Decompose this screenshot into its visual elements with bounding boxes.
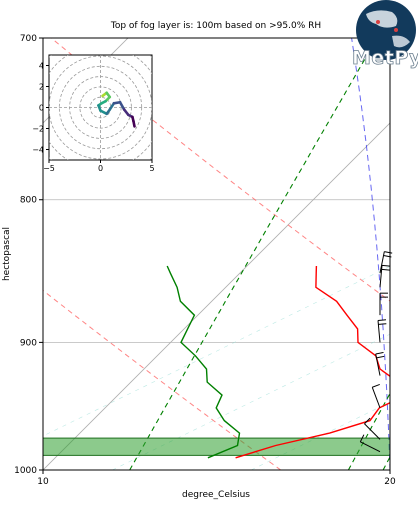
hodograph-segment (132, 119, 136, 128)
hodograph-y-tick: 2 (39, 83, 44, 92)
dewpoint-profile (166, 265, 241, 459)
reference-line (251, 401, 390, 470)
wind-barb (375, 351, 385, 376)
dry-adiabat-line (364, 38, 390, 59)
reference-line (43, 265, 390, 437)
wind-barb (359, 434, 381, 453)
wind-barb (371, 383, 381, 409)
globe-land-icon (366, 10, 398, 28)
temperature-profile (235, 265, 390, 459)
y-tick-label: 900 (20, 338, 37, 348)
x-axis-label: degree_Celsius (182, 490, 250, 500)
hodograph-y-tick: 0 (39, 104, 44, 113)
wind-barb (377, 319, 387, 343)
wind-barb (379, 264, 391, 288)
wind-barb (364, 417, 381, 440)
wind-barbs (359, 251, 393, 453)
y-tick-label: 1000 (14, 466, 37, 476)
hodograph-x-tick: 0 (98, 164, 103, 173)
dry-adiabat-line (50, 38, 390, 302)
mixing-ratio-line (129, 38, 378, 470)
moist-adiabat-line (351, 38, 390, 470)
hodograph-x-tick: −5 (43, 164, 55, 173)
reference-line (389, 469, 390, 470)
isotherm-line (389, 469, 390, 470)
logo-text: MetPy (352, 47, 418, 69)
hodograph-segment (118, 100, 126, 111)
y-tick-label: 700 (20, 34, 37, 44)
fog-layer-band (43, 437, 390, 456)
mixing-ratio-line (382, 455, 390, 470)
metpy-logo: MetPy (352, 0, 418, 69)
hodograph-y-tick: −4 (32, 146, 44, 155)
y-tick-label: 800 (20, 196, 37, 206)
plot-frame (42, 37, 391, 471)
fog-layer-band (43, 437, 390, 456)
reference-line (112, 333, 390, 470)
hodograph-inset: −5 0 5 4 2 0 −2 −4 (32, 54, 155, 173)
chart-title: Top of fog layer is: 100m based on >95.0… (110, 21, 321, 31)
hodograph-x-tick: 5 (149, 164, 154, 173)
hodograph-y-tick: 4 (39, 62, 44, 71)
hodograph-y-tick: −2 (32, 125, 44, 134)
x-tick-label: 20 (384, 477, 396, 487)
y-axis-label: hectopascal (2, 227, 12, 281)
x-tick-label: 10 (37, 477, 49, 487)
wind-barb (379, 292, 388, 316)
sounding-profiles (166, 265, 390, 459)
isotherm-line (43, 122, 390, 470)
